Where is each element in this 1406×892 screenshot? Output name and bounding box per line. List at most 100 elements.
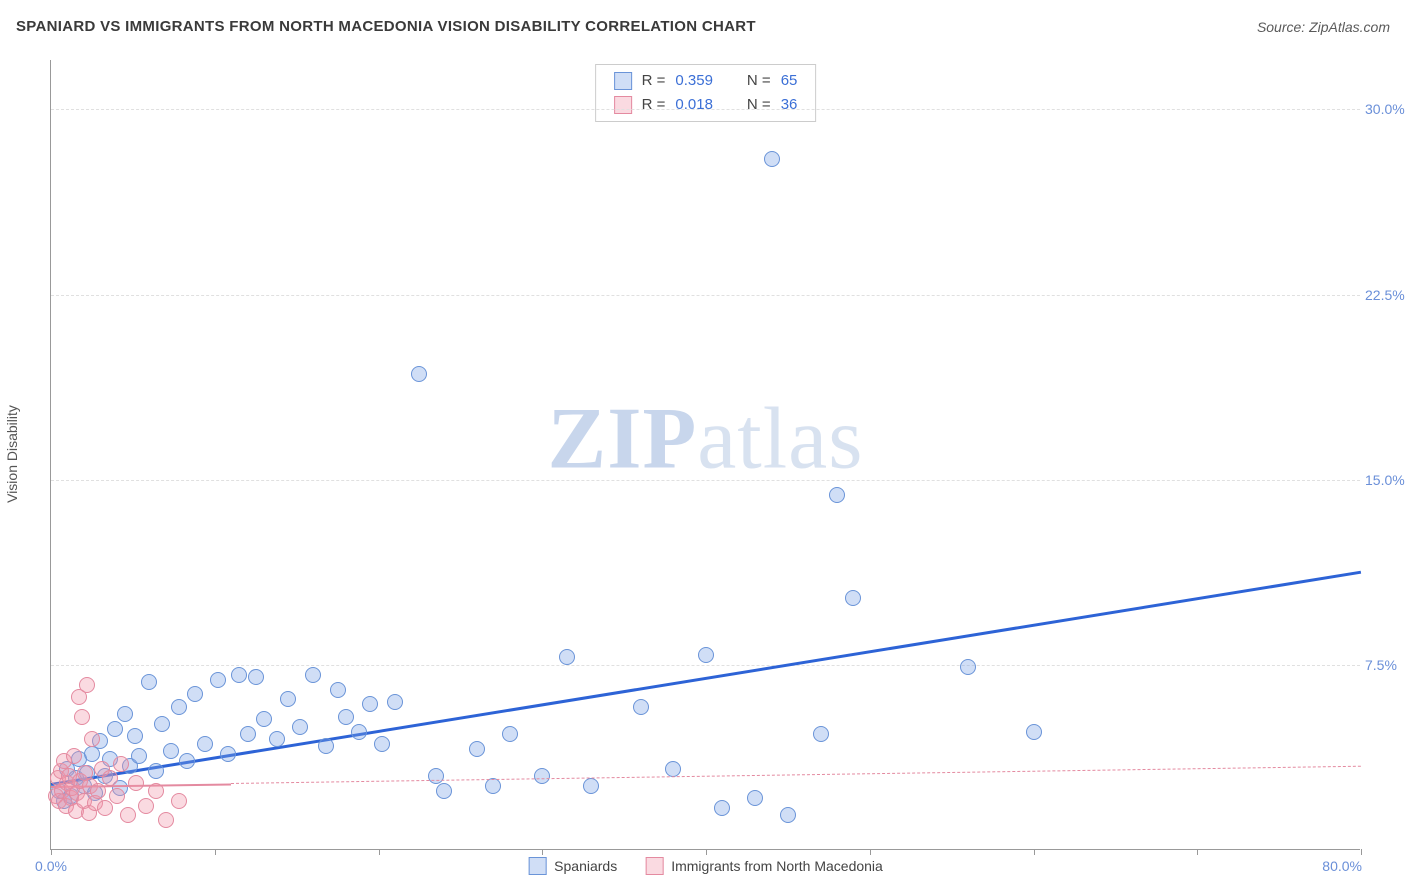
data-point [780,807,796,823]
data-point [305,667,321,683]
legend-series-name: Immigrants from North Macedonia [671,858,883,874]
legend-r-value: 0.018 [675,93,713,117]
data-point [128,775,144,791]
data-point [231,667,247,683]
data-point [428,768,444,784]
data-point [154,716,170,732]
data-point [698,647,714,663]
legend-row: R = 0.359 N = 65 [614,69,798,93]
data-point [813,726,829,742]
data-point [113,756,129,772]
data-point [107,721,123,737]
data-point [163,743,179,759]
data-point [1026,724,1042,740]
y-axis-label: Vision Disability [4,405,20,503]
data-point [583,778,599,794]
data-point [179,753,195,769]
data-point [138,798,154,814]
data-point [158,812,174,828]
data-point [960,659,976,675]
data-point [269,731,285,747]
trend-line [231,766,1361,784]
data-point [66,748,82,764]
data-point [220,746,236,762]
data-point [469,741,485,757]
data-point [84,731,100,747]
data-point [148,763,164,779]
data-point [436,783,452,799]
chart-title: SPANIARD VS IMMIGRANTS FROM NORTH MACEDO… [16,18,756,35]
data-point [79,677,95,693]
y-tick-label: 30.0% [1365,101,1406,117]
data-point [338,709,354,725]
gridline [51,665,1360,666]
chart-source: Source: ZipAtlas.com [1257,19,1390,35]
y-tick-label: 7.5% [1365,657,1406,673]
x-tick [706,849,707,855]
legend-swatch [614,72,632,90]
data-point [330,682,346,698]
legend-series-name: Spaniards [554,858,617,874]
data-point [210,672,226,688]
data-point [187,686,203,702]
legend-row: R = 0.018 N = 36 [614,93,798,117]
legend-swatch [528,857,546,875]
data-point [318,738,334,754]
chart-header: SPANIARD VS IMMIGRANTS FROM NORTH MACEDO… [16,18,1390,35]
watermark: ZIPatlas [548,388,864,489]
data-point [74,709,90,725]
legend-n-value: 65 [781,69,798,93]
legend-r-label: R = [642,69,666,93]
data-point [97,800,113,816]
legend-item: Immigrants from North Macedonia [645,857,883,875]
data-point [764,151,780,167]
legend-n-label: N = [747,69,771,93]
data-point [362,696,378,712]
y-tick-label: 15.0% [1365,472,1406,488]
data-point [171,793,187,809]
x-tick [51,849,52,855]
x-tick [1197,849,1198,855]
data-point [90,783,106,799]
legend-n-label: N = [747,93,771,117]
gridline [51,109,1360,110]
data-point [714,800,730,816]
data-point [197,736,213,752]
x-tick [1361,849,1362,855]
x-tick [542,849,543,855]
data-point [374,736,390,752]
data-point [117,706,133,722]
data-point [485,778,501,794]
data-point [256,711,272,727]
data-point [120,807,136,823]
correlation-legend: R = 0.359 N = 65 R = 0.018 N = 36 [595,64,817,122]
data-point [747,790,763,806]
data-point [351,724,367,740]
data-point [240,726,256,742]
data-point [387,694,403,710]
legend-r-value: 0.359 [675,69,713,93]
data-point [127,728,143,744]
data-point [502,726,518,742]
data-point [109,788,125,804]
data-point [633,699,649,715]
x-tick [1034,849,1035,855]
data-point [280,691,296,707]
data-point [292,719,308,735]
x-tick [215,849,216,855]
series-legend: Spaniards Immigrants from North Macedonia [528,857,883,875]
data-point [829,487,845,503]
data-point [411,366,427,382]
legend-swatch [614,96,632,114]
legend-n-value: 36 [781,93,798,117]
y-tick-label: 22.5% [1365,287,1406,303]
legend-r-label: R = [642,93,666,117]
legend-item: Spaniards [528,857,617,875]
data-point [845,590,861,606]
data-point [534,768,550,784]
data-point [171,699,187,715]
data-point [148,783,164,799]
x-tick [379,849,380,855]
gridline [51,295,1360,296]
gridline [51,480,1360,481]
